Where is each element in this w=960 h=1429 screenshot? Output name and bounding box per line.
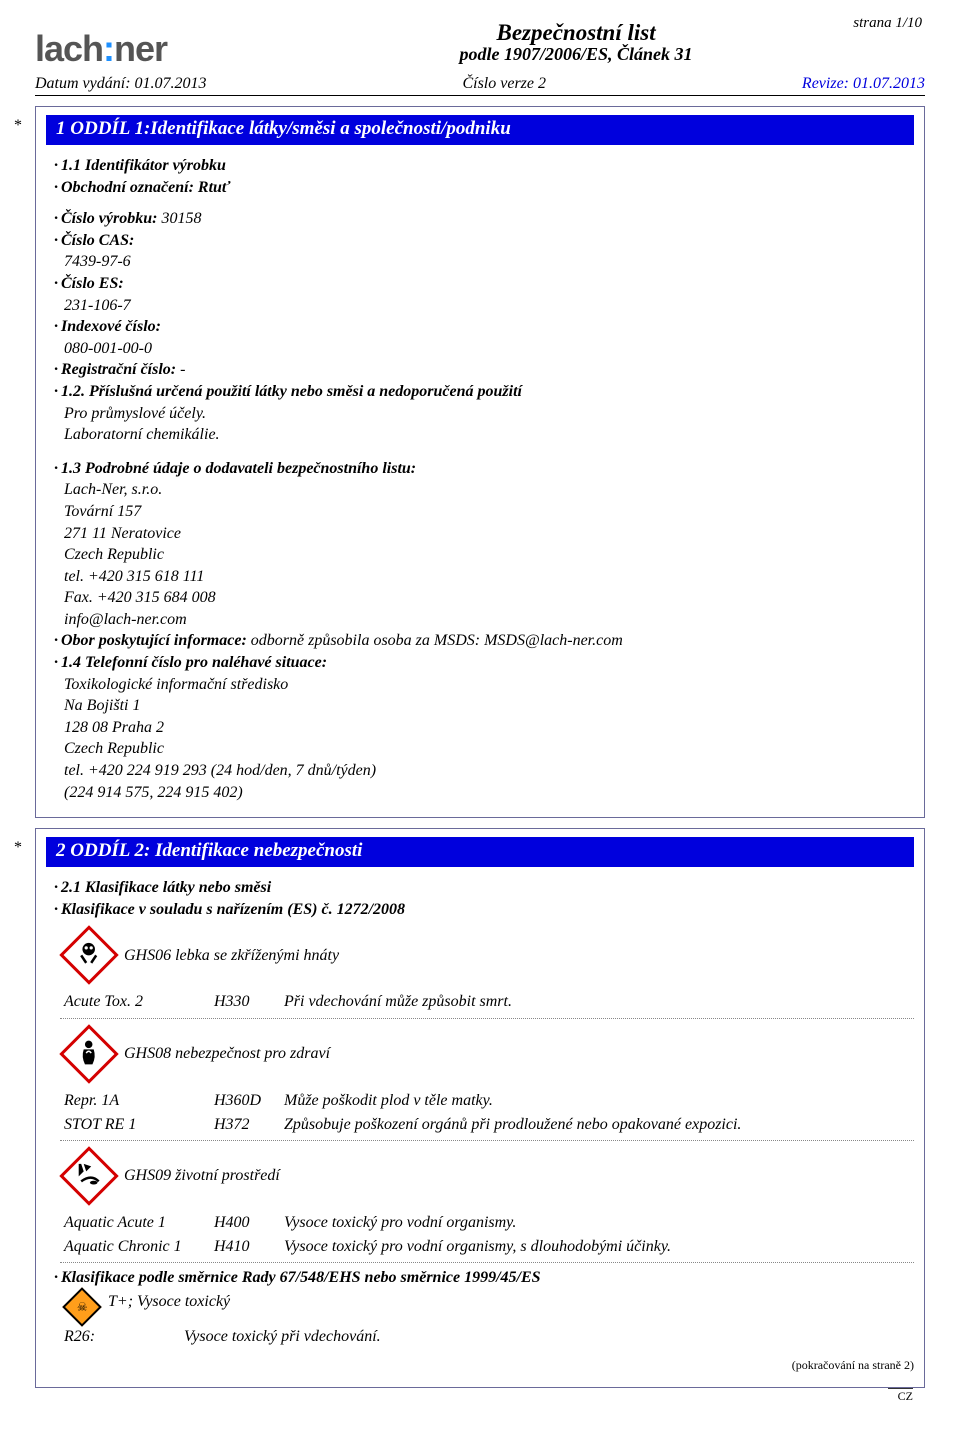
haz2-c1: Repr. 1A (64, 1089, 214, 1113)
cz-mark: CZ (35, 1389, 925, 1404)
tplus-label: T+; Vysoce toxický (108, 1291, 230, 1313)
haz1-c3: Při vdechování může způsobit smrt. (284, 990, 914, 1014)
ghs09-text: GHS09 životní prostředí (124, 1165, 280, 1187)
meta-row: Datum vydání: 01.07.2013 Číslo verze 2 R… (35, 74, 925, 96)
doc-title: Bezpečnostní list (227, 20, 925, 46)
s14-line1: Toxikologické informační středisko (64, 674, 914, 696)
haz2-c2: H360D (214, 1089, 284, 1113)
haz5-c1: Aquatic Chronic 1 (64, 1235, 214, 1259)
s14-label: 1.4 Telefonní číslo pro naléhavé situace… (64, 652, 914, 674)
haz4-c1: Aquatic Acute 1 (64, 1211, 214, 1235)
separator (60, 1140, 914, 1141)
ghs06-icon (59, 926, 118, 985)
logo-left: lach (35, 28, 103, 69)
supplier-name: Lach-Ner, s.r.o. (64, 479, 914, 501)
logo: lach:ner (35, 20, 167, 70)
es-label: Číslo ES: (64, 273, 914, 295)
haz3-c3: Způsobuje poškození orgánů při prodlouže… (284, 1113, 914, 1137)
separator (60, 1018, 914, 1019)
s12-line2: Laboratorní chemikálie. (64, 424, 914, 446)
prodno-label: Číslo výrobku: (64, 210, 157, 227)
haz1-c1: Acute Tox. 2 (64, 990, 214, 1014)
reg-label: Registrační číslo: (64, 361, 176, 378)
ghs09-icon (59, 1146, 118, 1205)
haz1-c2: H330 (214, 990, 284, 1014)
s12-line1: Pro průmyslové účely. (64, 403, 914, 425)
section-1-frame: * 1 ODDÍL 1:Identifikace látky/směsi a s… (35, 106, 925, 818)
page-number: strana 1/10 (853, 15, 922, 32)
asterisk-icon: * (14, 839, 22, 857)
asterisk-icon: * (14, 117, 22, 135)
s14-line3: 128 08 Praha 2 (64, 717, 914, 739)
haz3-c1: STOT RE 1 (64, 1113, 214, 1137)
supplier-email: info@lach-ner.com (64, 609, 914, 631)
prodno-value: 30158 (161, 210, 201, 227)
tplus-skull-icon: ☠ (62, 1287, 102, 1327)
haz5-c3: Vysoce toxický pro vodní organismy, s dl… (284, 1235, 914, 1259)
cas-label: Číslo CAS: (64, 230, 914, 252)
trade-label: Obchodní označení: (64, 179, 194, 196)
s11-title: 1.1 Identifikátor výrobku (64, 155, 914, 177)
supplier-addr1: Tovární 157 (64, 501, 914, 523)
supplier-addr2: 271 11 Neratovice (64, 523, 914, 545)
supplier-country: Czech Republic (64, 544, 914, 566)
continuation-note: (pokračování na straně 2) (64, 1357, 914, 1373)
s12-label: 1.2. Příslušná určená použití látky nebo… (64, 381, 914, 403)
issue-date: Datum vydání: 01.07.2013 (35, 75, 207, 93)
reg-value: - (180, 361, 185, 378)
obor-value: odborně způsobila osoba za MSDS: MSDS@la… (251, 632, 623, 649)
ghs08-text: GHS08 nebezpečnost pro zdraví (124, 1043, 330, 1065)
page: strana 1/10 lach:ner Bezpečnostní list p… (0, 0, 960, 1429)
title-block: Bezpečnostní list podle 1907/2006/ES, Čl… (167, 20, 925, 65)
r26-text: Vysoce toxický při vdechování. (184, 1325, 914, 1349)
section-2-frame: * 2 ODDÍL 2: Identifikace nebezpečnosti … (35, 828, 925, 1388)
separator (60, 1262, 914, 1263)
s14-line6: (224 914 575, 224 915 402) (64, 782, 914, 804)
logo-colon: : (103, 28, 114, 69)
r26-label: R26: (64, 1325, 184, 1349)
haz4-c3: Vysoce toxický pro vodní organismy. (284, 1211, 914, 1235)
cas-value: 7439-97-6 (64, 251, 914, 273)
ghs06-text: GHS06 lebka se zkříženými hnáty (124, 945, 339, 967)
s14-line4: Czech Republic (64, 738, 914, 760)
s21-label: 2.1 Klasifikace látky nebo směsi (64, 877, 914, 899)
section-2-content: 2.1 Klasifikace látky nebo směsi Klasifi… (46, 877, 914, 1373)
supplier-tel: tel. +420 315 618 111 (64, 566, 914, 588)
es-value: 231-106-7 (64, 295, 914, 317)
haz5-c2: H410 (214, 1235, 284, 1259)
doc-subtitle: podle 1907/2006/ES, Článek 31 (227, 44, 925, 65)
trade-value: Rtuť (198, 179, 231, 196)
header: lach:ner Bezpečnostní list podle 1907/20… (35, 20, 925, 70)
s14-line2: Na Bojišti 1 (64, 695, 914, 717)
logo-right: ner (114, 28, 167, 69)
section-2-header: 2 ODDÍL 2: Identifikace nebezpečnosti (46, 837, 914, 867)
s13-label: 1.3 Podrobné údaje o dodavateli bezpečno… (64, 458, 914, 480)
class-label: Klasifikace v souladu s nařízením (ES) č… (64, 899, 914, 921)
index-label: Indexové číslo: (64, 316, 914, 338)
version: Číslo verze 2 (462, 75, 546, 93)
haz3-c2: H372 (214, 1113, 284, 1137)
s14-line5: tel. +420 224 919 293 (24 hod/den, 7 dnů… (64, 760, 914, 782)
revision: Revize: 01.07.2013 (802, 75, 925, 93)
haz2-c3: Může poškodit plod v těle matky. (284, 1089, 914, 1113)
ghs08-icon (59, 1024, 118, 1083)
index-value: 080-001-00-0 (64, 338, 914, 360)
obor-label: Obor poskytující informace: (64, 632, 247, 649)
section-1-header: 1 ODDÍL 1:Identifikace látky/směsi a spo… (46, 115, 914, 145)
supplier-fax: Fax. +420 315 684 008 (64, 587, 914, 609)
section-1-content: 1.1 Identifikátor výrobku Obchodní označ… (46, 155, 914, 803)
haz4-c2: H400 (214, 1211, 284, 1235)
old-class-label: Klasifikace podle směrnice Rady 67/548/E… (64, 1267, 914, 1289)
